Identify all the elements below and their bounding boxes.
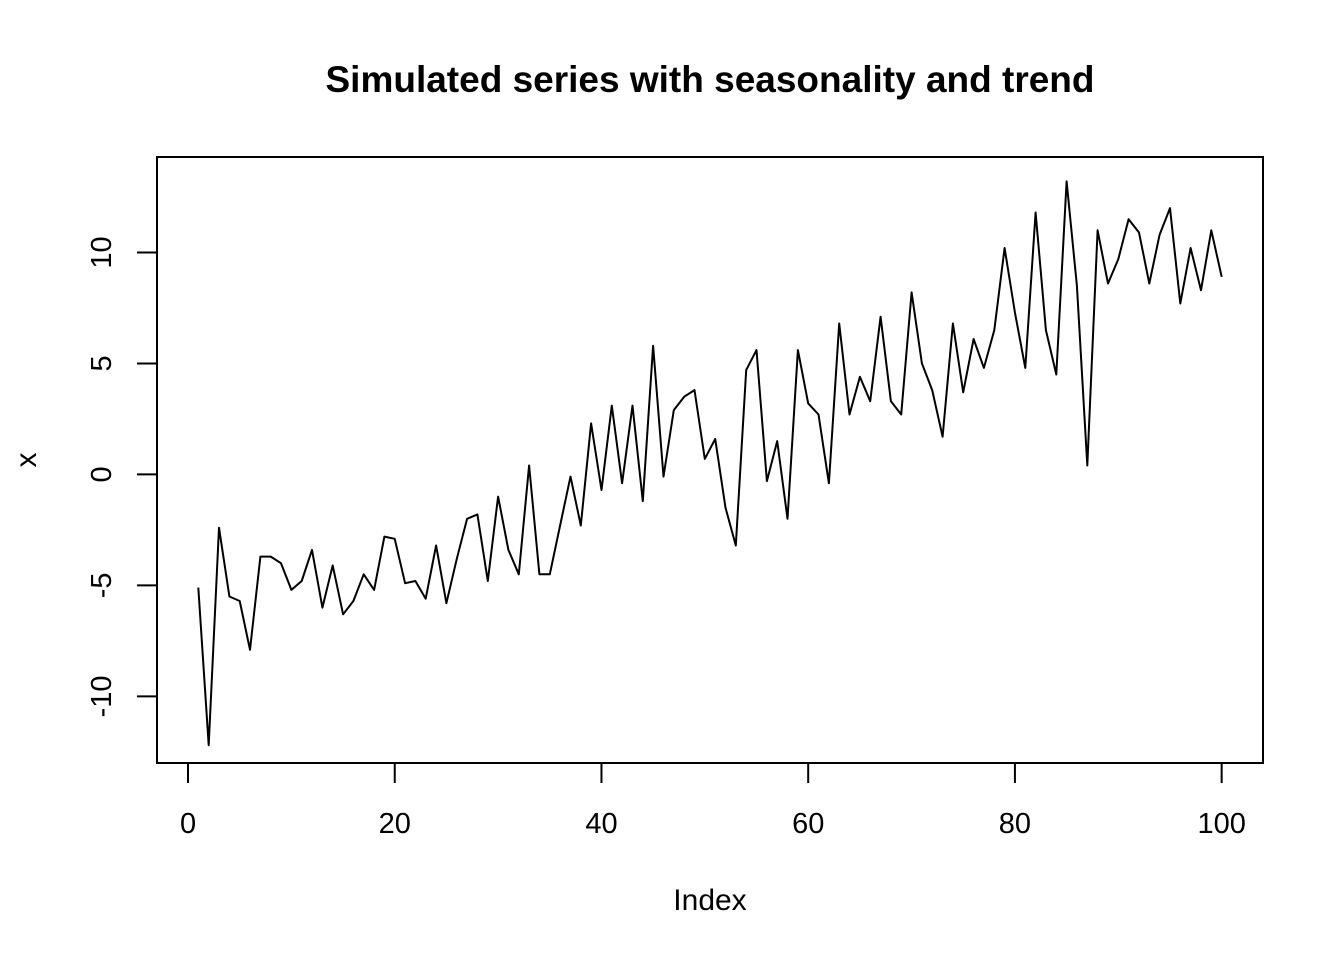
x-axis-label: Index: [673, 884, 746, 917]
plot-area: [197, 180, 1223, 747]
x-axis: 0 20 40 60 80 100: [180, 762, 1246, 840]
y-tick-label: -5: [86, 573, 118, 599]
y-axis: -10 -5 0 5 10: [86, 236, 158, 717]
chart-title: Simulated series with seasonality and tr…: [325, 59, 1094, 100]
y-tick-label: 0: [86, 466, 118, 482]
y-tick-label: -10: [86, 675, 118, 717]
y-tick-label: 5: [86, 355, 118, 371]
x-tick-label: 40: [585, 808, 617, 840]
x-tick-label: 60: [792, 808, 824, 840]
x-tick-label: 20: [379, 808, 411, 840]
y-axis-label: x: [10, 453, 43, 468]
x-tick-label: 0: [180, 808, 196, 840]
y-tick-label: 10: [86, 236, 118, 268]
x-tick-label: 100: [1197, 808, 1245, 840]
x-tick-label: 80: [999, 808, 1031, 840]
series-line: [197, 180, 1223, 747]
